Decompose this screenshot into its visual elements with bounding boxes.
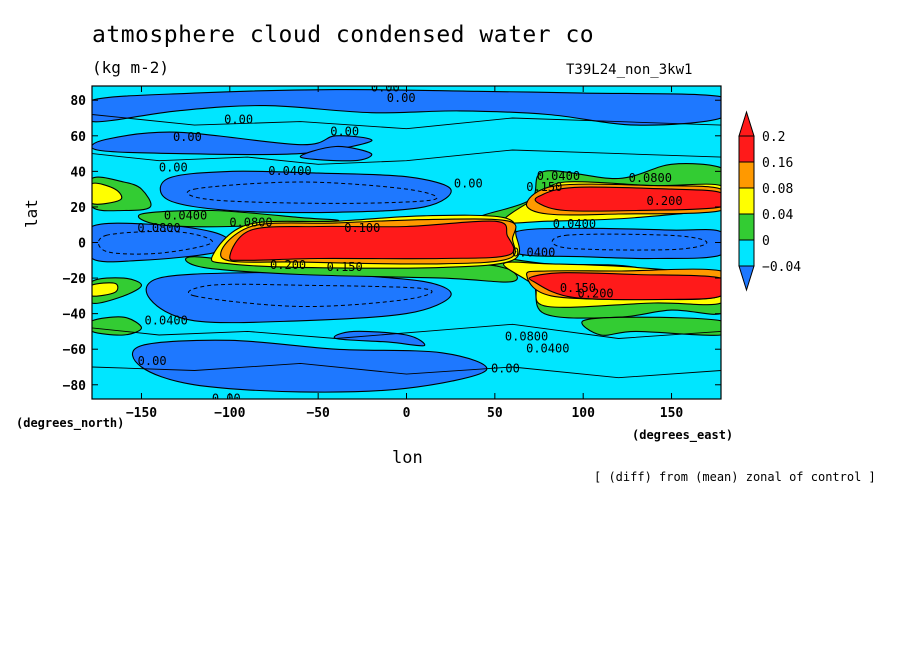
x-tick-label: −100 xyxy=(214,406,245,421)
contour-label: 0.00 xyxy=(313,461,342,475)
y-tick-label: 80 xyxy=(70,94,86,109)
field-south-west-yellow xyxy=(92,282,119,297)
x-tick-label: 150 xyxy=(660,406,684,421)
field-north-midlat xyxy=(159,170,452,214)
field-tropical-core xyxy=(229,220,515,261)
y-tick-label: 40 xyxy=(70,165,86,180)
chart-units: (kg m-2) xyxy=(92,58,170,77)
y-tick-label: −80 xyxy=(63,379,87,394)
colorbar-label: 0.08 xyxy=(762,182,793,197)
contour-label: 0.150 xyxy=(526,180,562,194)
contour-label: 0.00 xyxy=(454,176,483,190)
contour-label: 0.00 xyxy=(625,489,654,503)
contour-label: 0.0800 xyxy=(137,221,180,235)
colorbar-label: 0.04 xyxy=(762,208,793,223)
negative-contour-0 xyxy=(186,181,438,204)
contour-label: 0.0400 xyxy=(268,164,311,178)
field-north-midlat-label-blob xyxy=(299,145,373,162)
contour-label: 0.0800 xyxy=(229,215,272,229)
contour-label: 0.200 xyxy=(578,287,614,301)
x-tick-label: 50 xyxy=(487,406,503,421)
run-label: T39L24_non_3kw1 xyxy=(566,62,693,78)
colorbar-segment xyxy=(738,239,755,267)
contour-labels: 0.000.000.000.000.000.00 0.04000.000.0400… xyxy=(137,80,682,510)
colorbar-bottom-arrow xyxy=(738,265,755,292)
x-axis-label: lon xyxy=(392,448,423,468)
contour-label: 0.00 xyxy=(362,489,391,503)
y-tick-label: 60 xyxy=(70,130,86,145)
field-east-green-south-2 xyxy=(581,316,721,336)
colorbar-label: 0.2 xyxy=(762,130,785,145)
x-tick-label: 100 xyxy=(571,406,595,421)
x-axis-unit: (degrees_east) xyxy=(632,428,734,442)
contour-label: 0.150 xyxy=(327,260,363,274)
contour-label: 0.00 xyxy=(362,496,391,510)
contour-label: 0.0400 xyxy=(512,246,555,260)
colorbar-segment xyxy=(738,135,755,163)
contour-label: 0.00 xyxy=(212,392,241,406)
colorbar-label: 0 xyxy=(762,234,770,249)
chart-title: atmosphere cloud condensed water co xyxy=(92,22,595,48)
contour-label: 0.0400 xyxy=(164,208,207,222)
y-tick-label: 20 xyxy=(70,201,86,216)
y-tick-label: −40 xyxy=(63,308,87,323)
colorbar-segment xyxy=(738,161,755,189)
contour-label: 0.200 xyxy=(270,258,306,272)
contour-line-2 xyxy=(92,114,721,130)
colorbar-top-arrow xyxy=(738,110,755,137)
contour-label: 0.0400 xyxy=(526,342,569,356)
contour-label: 0.0800 xyxy=(505,329,548,343)
contour-label: 0.0400 xyxy=(145,313,188,327)
field-north-east-band xyxy=(534,186,721,212)
footnote: [ (diff) from (mean) zonal of control ] xyxy=(594,470,876,484)
negative-contour-2 xyxy=(97,230,213,255)
contour-label: 0.00 xyxy=(138,354,167,368)
contour-label: 0.0800 xyxy=(629,171,672,185)
y-tick-label: 0 xyxy=(78,237,86,252)
contour-label: 0.00 xyxy=(159,160,188,174)
contour-label: 0.00 xyxy=(387,91,416,105)
x-tick-label: 0 xyxy=(403,406,411,421)
contour-label: 0.00 xyxy=(224,112,253,126)
contour-label: 0.0400 xyxy=(553,217,596,231)
negative-contour-1 xyxy=(188,283,433,308)
colorbar: 0.2 0.16 0.08 0.04 0 −0.04 xyxy=(738,110,801,292)
axes: −150 −100 −50 0 50 100 150 −80 −60 −40 −20 0 20 40 60 8… xyxy=(63,86,721,421)
contour-label: 0.00 xyxy=(330,125,359,139)
contour-label: 0.00 xyxy=(371,80,400,94)
y-tick-label: −20 xyxy=(63,272,87,287)
contour-label: 0.00 xyxy=(173,130,202,144)
field-equatorial-east xyxy=(507,227,721,260)
x-tick-label: −150 xyxy=(126,406,157,421)
contour-label: 0.00 xyxy=(491,361,520,375)
contour-label: 0.100 xyxy=(344,221,380,235)
field-south-highlat xyxy=(132,339,488,393)
field-north-midlat-2 xyxy=(92,131,373,156)
contour-label: 0.00 xyxy=(390,431,419,445)
contour-line-1 xyxy=(92,323,721,339)
colorbar-segment xyxy=(738,213,755,241)
colorbar-label: −0.04 xyxy=(762,260,801,275)
contour-label: 0.150 xyxy=(560,281,596,295)
contour-line-3 xyxy=(92,362,721,379)
field-north-highlat xyxy=(92,89,721,126)
contour-line-0 xyxy=(92,149,721,165)
plot-area xyxy=(92,86,721,399)
field-north-west-yellow xyxy=(92,182,123,205)
x-tick-label: −50 xyxy=(306,406,330,421)
field-south-deep-blue xyxy=(333,330,426,347)
y-axis-unit: (degrees_north) xyxy=(16,416,125,430)
contour-label: 0.200 xyxy=(646,194,682,208)
colorbar-label: 0.16 xyxy=(762,156,793,171)
colorbar-segment xyxy=(738,187,755,215)
contour-label: 0.0400 xyxy=(537,169,580,183)
y-tick-label: −60 xyxy=(63,343,87,358)
